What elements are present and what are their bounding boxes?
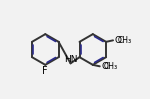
Text: CH₃: CH₃ <box>117 36 131 45</box>
Text: CH₃: CH₃ <box>104 62 118 71</box>
Text: F: F <box>42 66 48 76</box>
Text: O: O <box>114 36 122 45</box>
Text: O: O <box>101 62 108 71</box>
Text: HN: HN <box>64 55 78 64</box>
